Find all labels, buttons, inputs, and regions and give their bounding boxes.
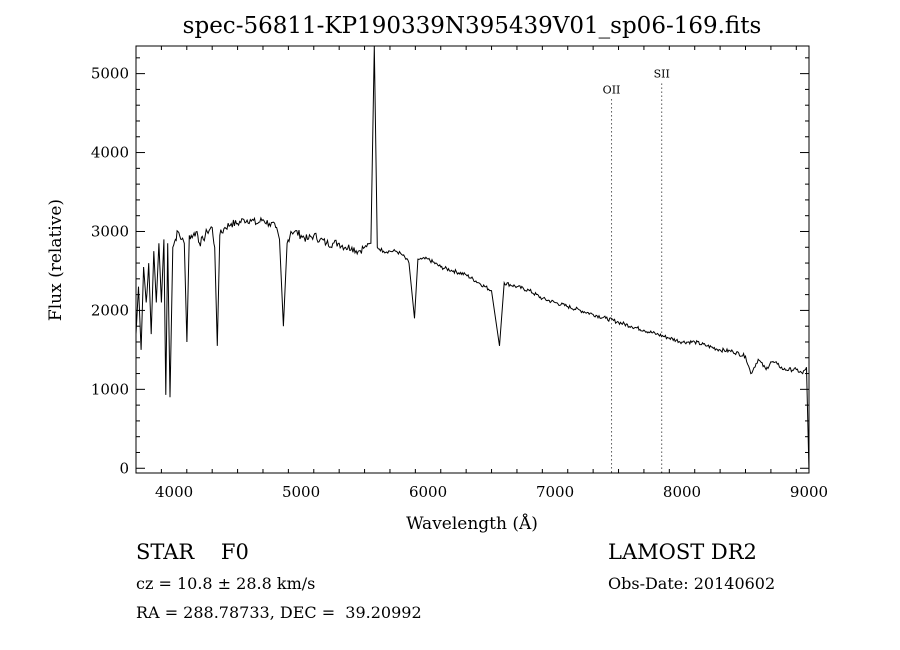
x-tick-label: 5000: [282, 483, 320, 501]
y-axis-label: Flux (relative): [46, 199, 66, 321]
x-tick-label: 4000: [155, 483, 193, 501]
axis-ticks: [135, 46, 809, 473]
y-tick-label: 4000: [91, 144, 129, 162]
spectrum-line: [135, 45, 810, 473]
x-tick-label: 6000: [409, 483, 447, 501]
y-tick-label: 1000: [91, 380, 129, 398]
coordinates: RA = 288.78733, DEC = 39.20992: [136, 603, 422, 622]
x-axis-label: Wavelength (Å): [406, 513, 538, 534]
plot-frame: [135, 45, 810, 474]
x-tick-label: 8000: [663, 483, 701, 501]
line-label-oii: OII: [603, 83, 621, 96]
y-tick-label: 2000: [91, 301, 129, 319]
y-tick-label: 5000: [91, 65, 129, 83]
line-label-sii: SII: [654, 68, 670, 81]
y-tick-label: 0: [119, 459, 129, 477]
emission-line-markers: OII SII: [603, 68, 670, 473]
observation-date: Obs-Date: 20140602: [608, 574, 776, 593]
object-class: STAR F0: [136, 540, 249, 564]
chart-title: spec-56811-KP190339N395439V01_sp06-169.f…: [183, 13, 762, 39]
x-tick-label: 7000: [536, 483, 574, 501]
x-tick-label: 9000: [790, 483, 828, 501]
redshift-info: cz = 10.8 ± 28.8 km/s: [136, 574, 316, 593]
survey-name: LAMOST DR2: [608, 540, 757, 564]
y-tick-label: 3000: [91, 222, 129, 240]
axis-tick-labels: 4000 5000 6000 7000 8000 9000 0 1000 2000 3000 400…: [91, 65, 828, 501]
